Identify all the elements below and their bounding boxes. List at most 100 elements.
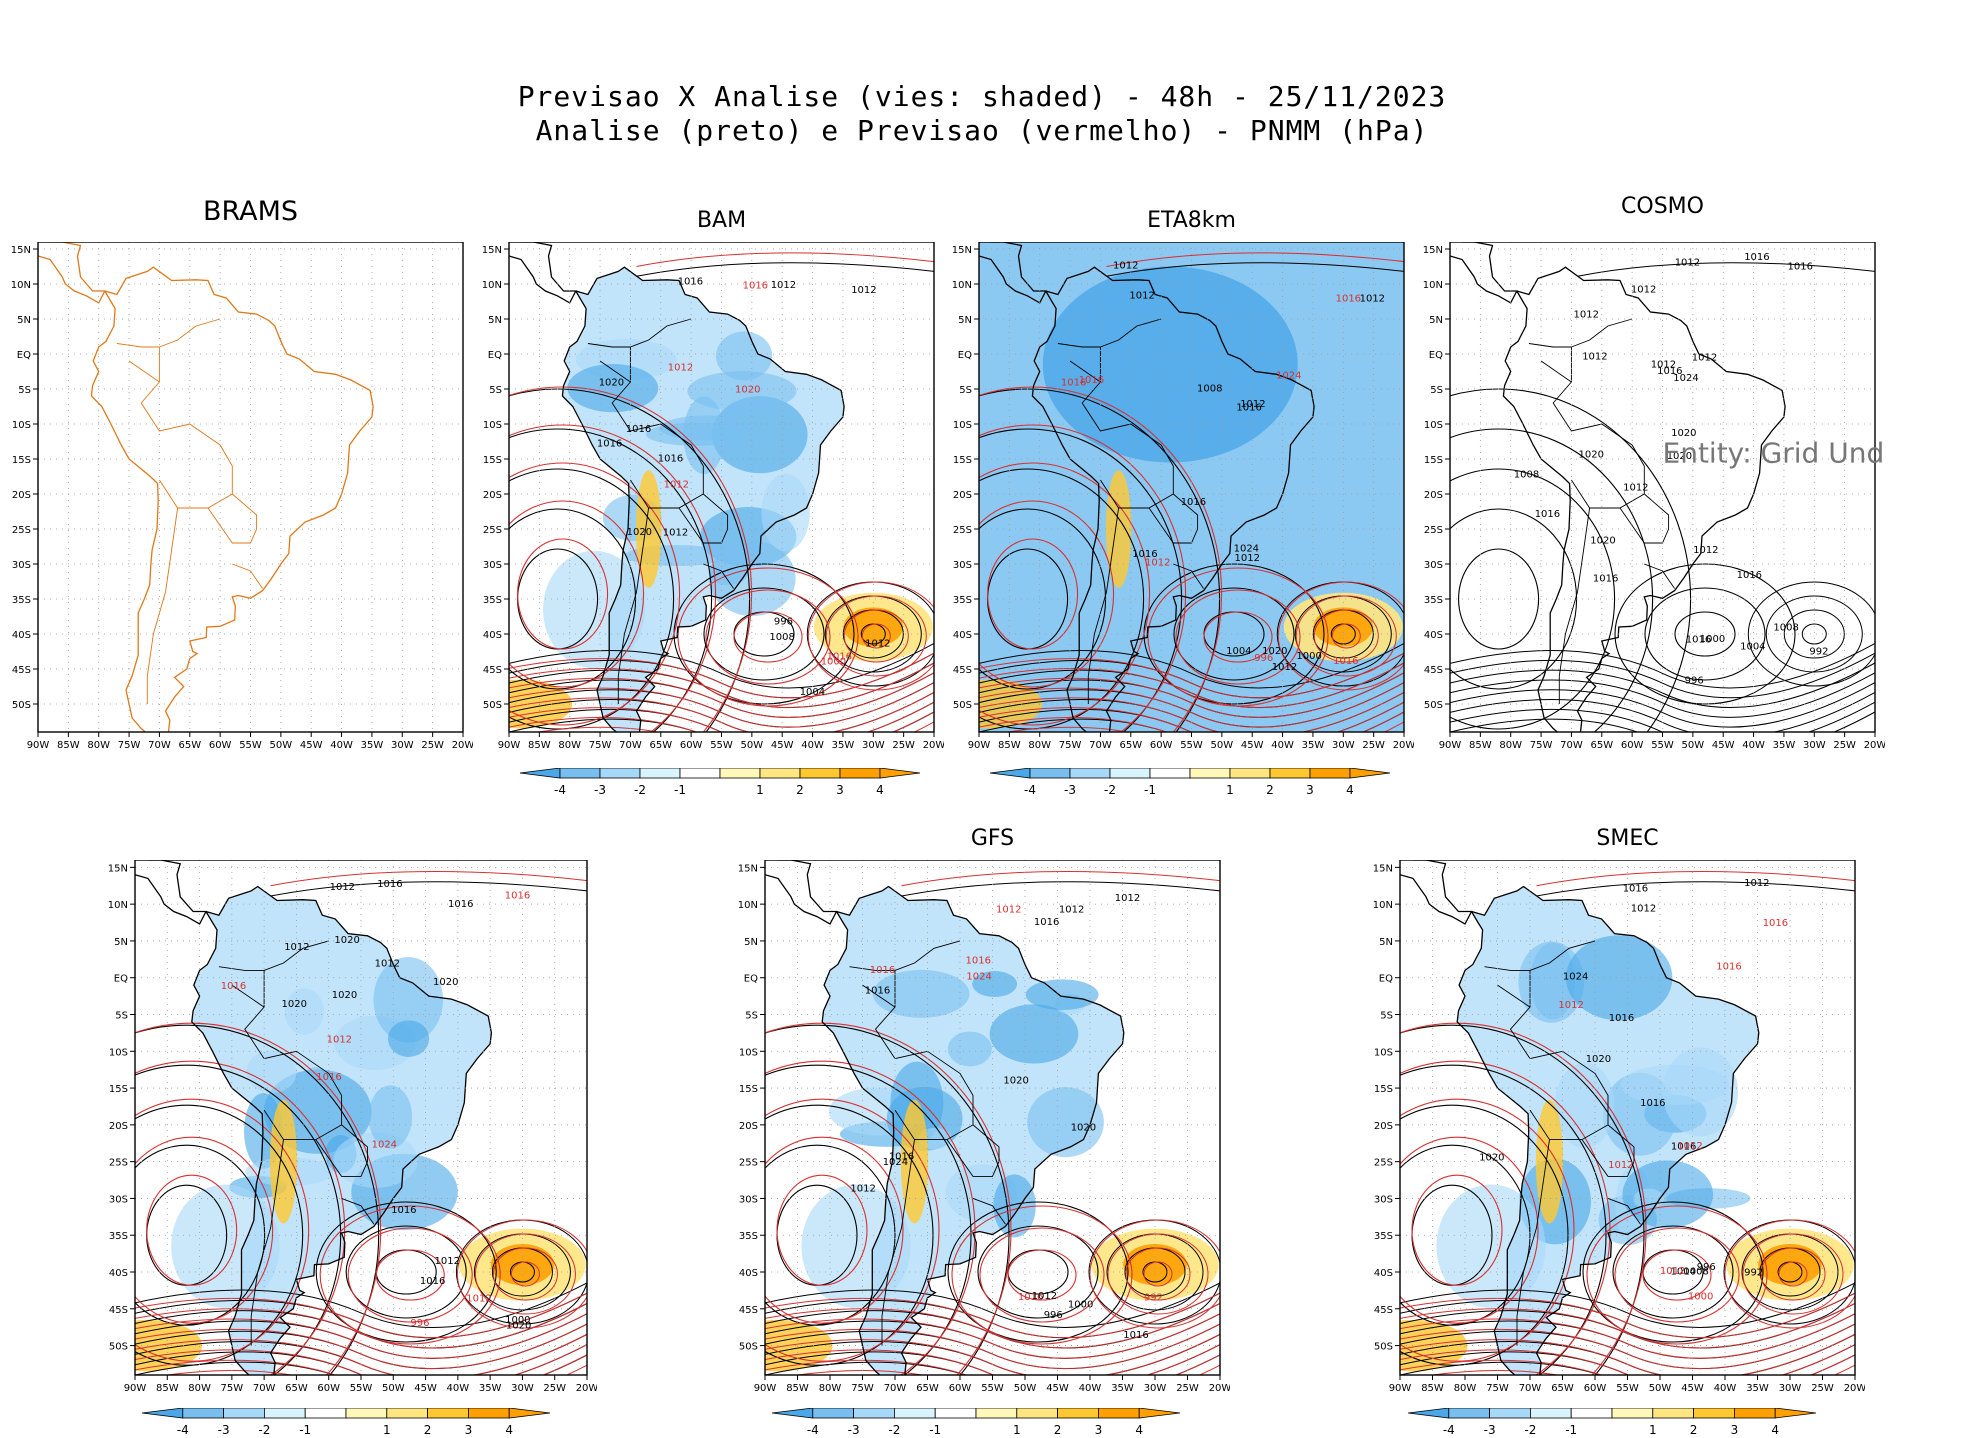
lon-tick-label: 90W: [754, 1383, 777, 1394]
lat-tick-label: 10N: [738, 900, 758, 911]
colorbar-segment: [894, 1408, 936, 1419]
lon-tick-label: 50W: [741, 740, 764, 751]
map-panel-eta8km: 15N 10N 5N EQ 5S 10S 15S 20S 25S 30S 35S 40S 45S 50S 9…: [952, 242, 1414, 751]
lat-tick-label: 35S: [1374, 1231, 1393, 1242]
colorbar-segment: [1733, 1408, 1776, 1419]
colorbar-segment: [1149, 768, 1191, 779]
lon-tick-label: 80W: [558, 740, 581, 751]
contour-label: 1016: [889, 1152, 914, 1163]
contour-label: 1012: [771, 280, 796, 291]
contour-label: 1012: [1651, 359, 1676, 370]
contour-label: 1012: [1115, 893, 1140, 904]
lat-tick-label: 5S: [489, 385, 502, 396]
lon-tick-label: 70W: [1519, 1383, 1542, 1394]
lon-tick-label: 85W: [57, 740, 80, 751]
contour-label: 1020: [433, 977, 458, 988]
contour-label: 1016: [743, 281, 768, 292]
overlay-text: Entity: Grid Und: [1663, 437, 1885, 470]
contour-label: 996: [1697, 1262, 1716, 1273]
panel-title-cosmo: COSMO: [1621, 194, 1704, 219]
lat-tick-label: 25S: [1374, 1158, 1393, 1169]
lat-lon-grid: [1450, 242, 1875, 732]
lon-tick-label: 30W: [1779, 1383, 1802, 1394]
contour-label: 1016: [505, 891, 530, 902]
contour-label: 1016: [966, 956, 991, 967]
lon-tick-label: 35W: [1111, 1383, 1134, 1394]
colorbar-label: -1: [299, 1423, 311, 1437]
lat-tick-label: 15N: [1423, 245, 1443, 256]
lat-tick-label: 45S: [1374, 1305, 1393, 1316]
colorbar-eta8km: -4 -3 -2 -1 1 2 3 4: [989, 768, 1391, 797]
panel-title-smec: SMEC: [1596, 826, 1659, 851]
contour-label: 1020: [282, 999, 307, 1010]
lat-tick-label: 35S: [12, 595, 31, 606]
contour-label: 1012: [1235, 553, 1260, 564]
colorbar-segment: [839, 768, 881, 779]
lon-tick-label: 40W: [330, 740, 353, 751]
lat-tick-label: 15N: [11, 245, 31, 256]
contour-label: 1020: [332, 990, 357, 1001]
map-panel-cosmo: 15N 10N 5N EQ 5S 10S 15S 20S 25S 30S 35S 40S 45S 50S 9…: [1423, 242, 1885, 751]
colorbar-label: 3: [1731, 1423, 1739, 1437]
lon-tick-label: 80W: [819, 1383, 842, 1394]
lat-tick-label: 15S: [483, 455, 502, 466]
colorbar-label: -3: [594, 783, 606, 797]
lon-tick-label: 40W: [447, 1383, 470, 1394]
lon-tick-label: 65W: [916, 1383, 939, 1394]
lat-tick-label: 30S: [953, 560, 972, 571]
lon-tick-label: 80W: [188, 1383, 211, 1394]
lat-tick-label: 5N: [114, 937, 128, 948]
colorbar-label: -1: [1565, 1423, 1577, 1437]
contour-label: 996: [410, 1318, 429, 1329]
contour-label: 1016: [658, 454, 683, 465]
lat-tick-label: 20S: [12, 490, 31, 501]
contour-label: 1020: [1479, 1152, 1504, 1163]
contour-label: 1016: [597, 439, 622, 450]
contour-label: 1016: [1079, 375, 1104, 386]
contour-label: 1012: [330, 882, 355, 893]
contour-label: 1016: [1609, 1013, 1634, 1024]
lon-tick-label: 65W: [1590, 740, 1613, 751]
lat-tick-label: 5S: [1380, 1011, 1393, 1022]
lon-tick-label: 70W: [1089, 740, 1112, 751]
contour-label: 1016: [1640, 1098, 1665, 1109]
lon-tick-label: 65W: [285, 1383, 308, 1394]
colorbar-segment: [1530, 1408, 1572, 1419]
colorbar-segment: [1229, 768, 1271, 779]
lat-tick-label: EQ: [744, 974, 758, 985]
contour-label: 1012: [1631, 904, 1656, 915]
lon-tick-label: 20W: [1844, 1383, 1865, 1394]
lat-tick-label: 45S: [109, 1305, 128, 1316]
lat-tick-label: 15N: [1373, 863, 1393, 874]
lon-tick-label: 90W: [968, 740, 991, 751]
lat-tick-label: 35S: [1424, 595, 1443, 606]
lon-tick-label: 30W: [1332, 740, 1355, 751]
contour-label: 1012: [1032, 1291, 1057, 1302]
colorbar-label: -3: [1484, 1423, 1496, 1437]
lat-tick-label: 40S: [483, 630, 502, 641]
contour-label: 1012: [1693, 545, 1718, 556]
lon-tick-label: 30W: [1144, 1383, 1167, 1394]
lat-tick-label: 30S: [12, 560, 31, 571]
contour-label: 1020: [1262, 646, 1287, 657]
contour-label: 996: [774, 616, 793, 627]
colorbar-label: -3: [848, 1423, 860, 1437]
contour-label: 1008: [769, 632, 794, 643]
colorbar-label: 2: [1266, 783, 1274, 797]
contour-label: 1012: [1059, 904, 1084, 915]
coastlines: [135, 860, 493, 1375]
lat-lon-grid: [38, 242, 463, 732]
lat-tick-label: 25S: [739, 1158, 758, 1169]
contour-label: 1016: [1061, 378, 1086, 389]
lat-tick-label: 10N: [1373, 900, 1393, 911]
lat-tick-label: 5N: [744, 937, 758, 948]
lon-tick-label: 75W: [221, 1383, 244, 1394]
colorbar-segment: [1109, 768, 1151, 779]
lon-tick-label: 80W: [1028, 740, 1051, 751]
contour-label: 1016: [1236, 403, 1261, 414]
lon-tick-label: 85W: [1469, 740, 1492, 751]
contour-label: 1020: [627, 527, 652, 538]
colorbar-segment: [719, 768, 761, 779]
lon-tick-label: 45W: [414, 1383, 437, 1394]
lat-tick-label: 40S: [1424, 630, 1443, 641]
